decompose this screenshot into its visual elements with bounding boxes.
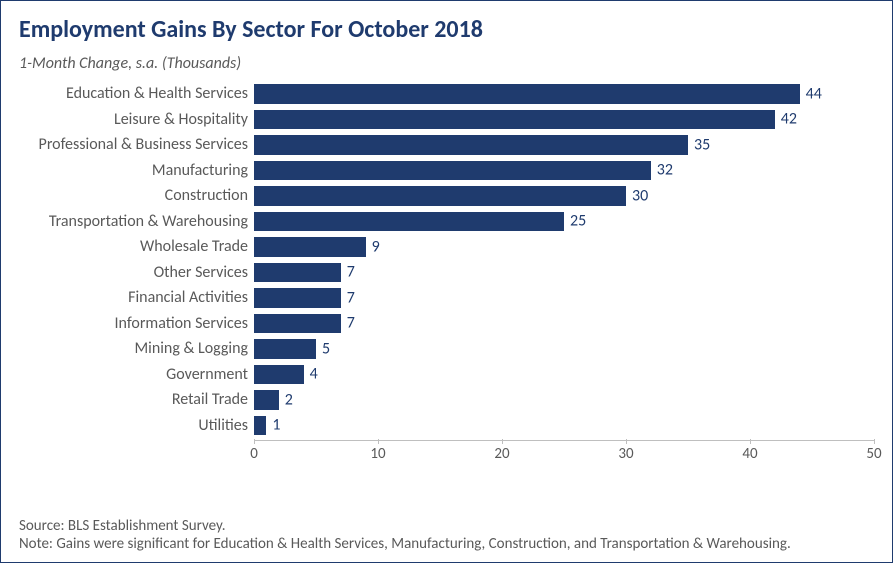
- bar-zone: 4: [254, 362, 874, 388]
- tick-label: 20: [494, 445, 509, 463]
- tick-label: 0: [250, 445, 258, 463]
- bar: [254, 84, 800, 104]
- bar-row: Construction 30: [19, 183, 874, 209]
- category-label: Financial Activities: [19, 288, 254, 307]
- x-axis: 01020304050: [254, 440, 874, 441]
- category-label: Information Services: [19, 314, 254, 333]
- tick-mark: [502, 439, 503, 444]
- bar: [254, 390, 279, 410]
- source-text: Source: BLS Establishment Survey.: [19, 517, 874, 536]
- bar-zone: 32: [254, 158, 874, 184]
- category-label: Wholesale Trade: [19, 237, 254, 256]
- bar: [254, 314, 341, 334]
- value-label: 9: [366, 237, 380, 256]
- bar-zone: 5: [254, 336, 874, 362]
- bar: [254, 135, 688, 155]
- value-label: 1: [266, 416, 280, 435]
- bar: [254, 212, 564, 232]
- tick-mark: [626, 439, 627, 444]
- bar: [254, 237, 366, 257]
- bar-zone: 44: [254, 81, 874, 107]
- value-label: 7: [341, 263, 355, 282]
- bar-row: Professional & Business Services 35: [19, 132, 874, 158]
- tick-label: 50: [866, 445, 881, 463]
- category-label: Government: [19, 365, 254, 384]
- bar-row: Government 4: [19, 362, 874, 388]
- category-label: Retail Trade: [19, 390, 254, 409]
- category-label: Utilities: [19, 416, 254, 435]
- value-label: 7: [341, 288, 355, 307]
- bar-zone: 42: [254, 107, 874, 133]
- chart-footer: Source: BLS Establishment Survey. Note: …: [19, 517, 874, 555]
- value-label: 35: [688, 135, 710, 154]
- tick-mark: [254, 439, 255, 444]
- chart-container: Employment Gains By Sector For October 2…: [0, 0, 893, 563]
- category-label: Leisure & Hospitality: [19, 110, 254, 129]
- category-label: Construction: [19, 186, 254, 205]
- category-label: Education & Health Services: [19, 84, 254, 103]
- category-label: Other Services: [19, 263, 254, 282]
- bar-row: Other Services 7: [19, 260, 874, 286]
- tick-mark: [750, 439, 751, 444]
- bar: [254, 288, 341, 308]
- category-label: Mining & Logging: [19, 339, 254, 358]
- bar-zone: 35: [254, 132, 874, 158]
- bar-row: Utilities 1: [19, 413, 874, 439]
- bar: [254, 416, 266, 436]
- bar: [254, 110, 775, 130]
- category-label: Transportation & Warehousing: [19, 212, 254, 231]
- bar: [254, 263, 341, 283]
- bar-zone: 1: [254, 413, 874, 439]
- bar-row: Transportation & Warehousing 25: [19, 209, 874, 235]
- value-label: 32: [651, 161, 673, 180]
- category-label: Professional & Business Services: [19, 135, 254, 154]
- bar-row: Leisure & Hospitality 42: [19, 107, 874, 133]
- bar-zone: 7: [254, 311, 874, 337]
- bar-zone: 7: [254, 285, 874, 311]
- bar-row: Information Services 7: [19, 311, 874, 337]
- bar: [254, 186, 626, 206]
- bar-zone: 2: [254, 387, 874, 413]
- value-label: 30: [626, 186, 648, 205]
- bar-row: Wholesale Trade 9: [19, 234, 874, 260]
- chart-title: Employment Gains By Sector For October 2…: [19, 15, 874, 44]
- category-label: Manufacturing: [19, 161, 254, 180]
- value-label: 4: [304, 365, 318, 384]
- tick-label: 10: [370, 445, 385, 463]
- chart-subtitle: 1-Month Change, s.a. (Thousands): [19, 54, 874, 73]
- plot-area: Education & Health Services 44 Leisure & H…: [19, 81, 874, 471]
- bar-row: Manufacturing 32: [19, 158, 874, 184]
- bar-zone: 25: [254, 209, 874, 235]
- value-label: 5: [316, 339, 330, 358]
- value-label: 25: [564, 212, 586, 231]
- bar-row: Mining & Logging 5: [19, 336, 874, 362]
- value-label: 42: [775, 110, 797, 129]
- tick-mark: [378, 439, 379, 444]
- bar-zone: 9: [254, 234, 874, 260]
- bar-zone: 7: [254, 260, 874, 286]
- bar-zone: 30: [254, 183, 874, 209]
- note-text: Note: Gains were significant for Educati…: [19, 535, 874, 554]
- tick-label: 40: [742, 445, 757, 463]
- bar: [254, 365, 304, 385]
- value-label: 44: [800, 84, 822, 103]
- tick-label: 30: [618, 445, 633, 463]
- value-label: 2: [279, 390, 293, 409]
- bar: [254, 161, 651, 181]
- bar-row: Retail Trade 2: [19, 387, 874, 413]
- bar-row: Financial Activities 7: [19, 285, 874, 311]
- tick-mark: [874, 439, 875, 444]
- bar: [254, 339, 316, 359]
- value-label: 7: [341, 314, 355, 333]
- bar-row: Education & Health Services 44: [19, 81, 874, 107]
